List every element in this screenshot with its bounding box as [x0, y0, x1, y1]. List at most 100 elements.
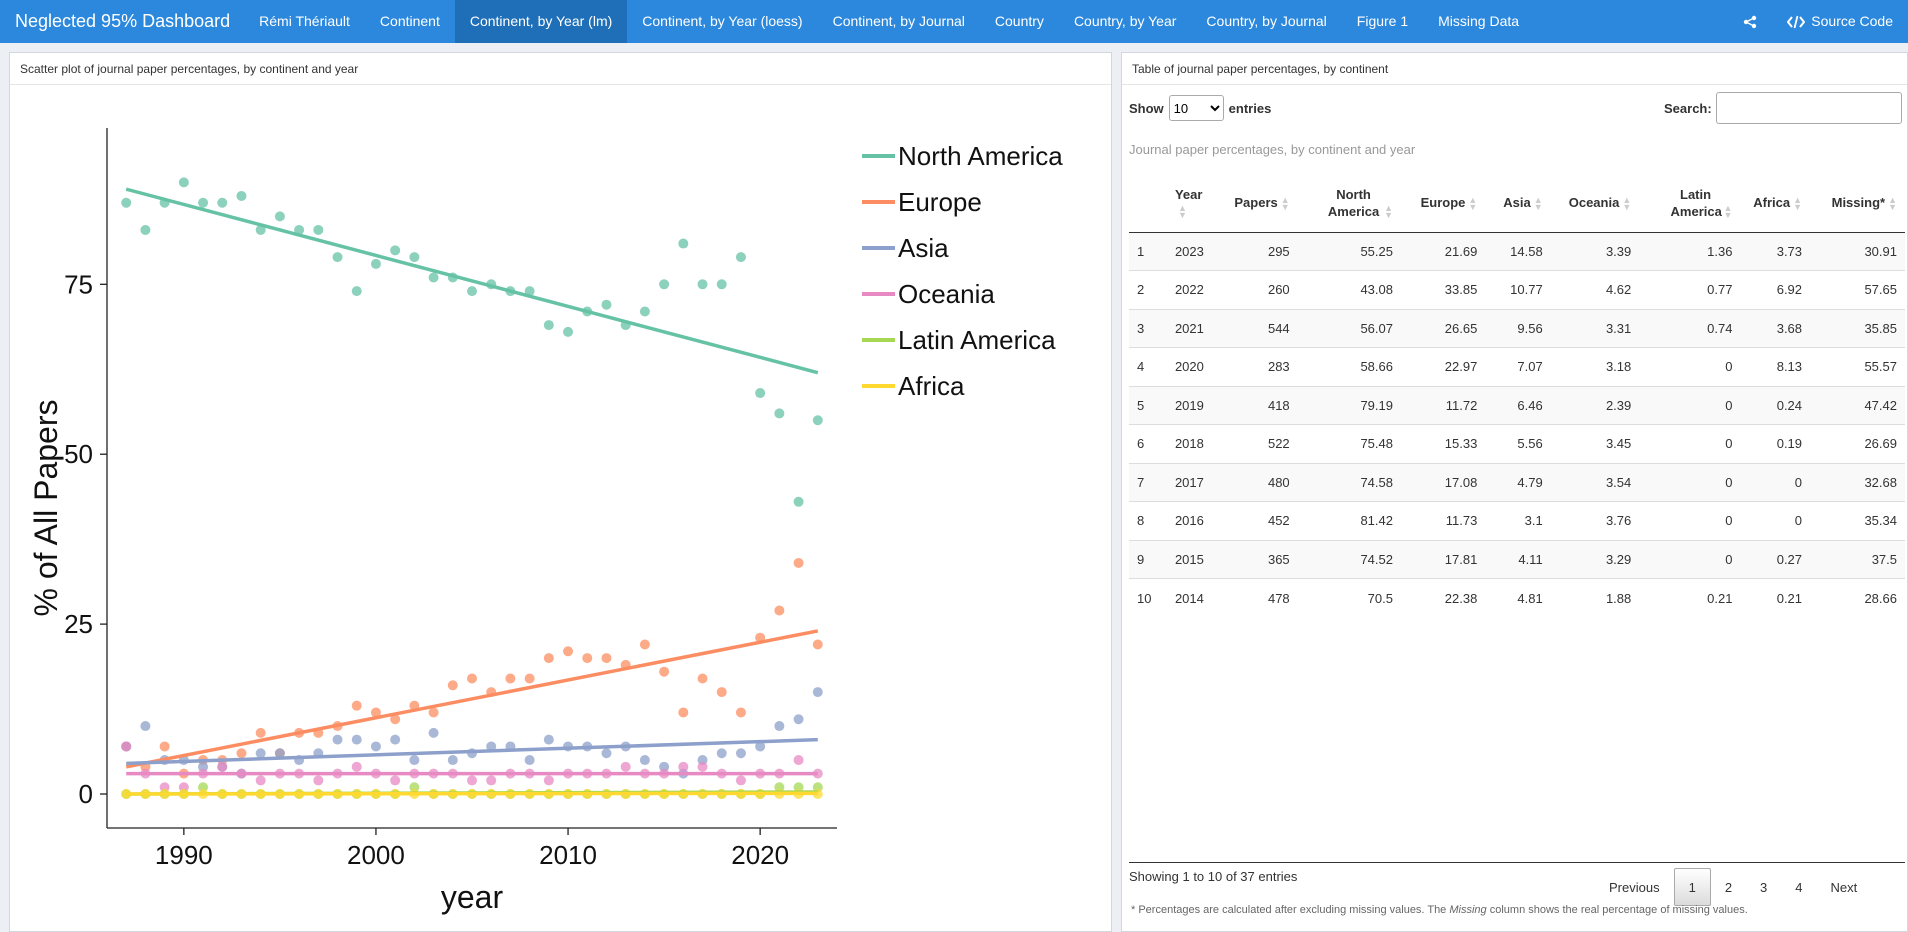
tab-author[interactable]: Rémi Thériault	[259, 13, 350, 29]
data-point	[332, 734, 343, 745]
data-point	[735, 748, 746, 759]
scatter-panel-title: Scatter plot of journal paper percentage…	[10, 53, 1111, 85]
data-point	[524, 673, 535, 684]
table-cell: 2016	[1166, 501, 1222, 540]
data-point	[678, 761, 689, 772]
source-code-link[interactable]: Source Code	[1772, 0, 1908, 43]
table-cell: 5	[1129, 385, 1167, 425]
tab-continent[interactable]: Continent	[379, 13, 440, 29]
tab-country[interactable]: Country	[994, 13, 1044, 29]
data-point	[390, 714, 401, 725]
navbar: Neglected 95% Dashboard Rémi Thériault C…	[0, 0, 1908, 43]
table-cell: 3.45	[1550, 424, 1640, 463]
data-point	[121, 197, 132, 208]
next-page-button[interactable]: Next	[1830, 880, 1858, 895]
table-cell: 0.74	[1639, 308, 1741, 348]
table-row[interactable]: 2 2022 260 43.08 33.85 10.77 4.62 0.77 6.92 57.65	[1129, 270, 1905, 309]
table-row[interactable]: 1 2023 295 55.25 21.69 14.58 3.39 1.36 3.73 30.91	[1129, 232, 1905, 271]
col-header-oceania[interactable]: Oceania ▲ ▼	[1550, 176, 1640, 233]
y-axis-label: % of All Papers	[28, 400, 64, 617]
col-header-north-america[interactable]: North America ▲ ▼	[1297, 176, 1401, 233]
table-row[interactable]: 6 2018 522 75.48 15.33 5.56 3.45 0 0.19 26.69	[1129, 424, 1905, 463]
tab-country-by-journal[interactable]: Country, by Journal	[1206, 13, 1327, 29]
data-point	[390, 775, 401, 786]
search-input[interactable]	[1715, 92, 1902, 124]
table-cell: 3.31	[1550, 308, 1640, 348]
table-row[interactable]: 5 2019 418 79.19 11.72 6.46 2.39 0 0.24 47.42	[1129, 385, 1905, 425]
dashboard-brand[interactable]: Neglected 95% Dashboard	[15, 11, 231, 31]
table-row[interactable]: 9 2015 365 74.52 17.81 4.11 3.29 0 0.27 37.5	[1129, 539, 1905, 579]
data-point	[140, 224, 151, 235]
table-cell: 3.73	[1740, 232, 1811, 271]
table-cell: 56.07	[1297, 308, 1401, 348]
data-point	[735, 707, 746, 718]
page-length-select[interactable]: 10	[1168, 95, 1224, 121]
page-button-1[interactable]: 1	[1673, 868, 1711, 906]
table-cell: 9.56	[1485, 308, 1551, 348]
tab-country-by-year[interactable]: Country, by Year	[1073, 13, 1177, 29]
tab-continent-by-journal[interactable]: Continent, by Journal	[832, 13, 965, 29]
table-cell: 3.1	[1485, 501, 1551, 540]
col-header-year[interactable]: Year▲ ▼	[1166, 176, 1222, 233]
data-point	[639, 755, 650, 766]
x-tick-label: 2020	[731, 840, 789, 870]
table-row[interactable]: 8 2016 452 81.42 11.73 3.1 3.76 0 0 35.34	[1129, 501, 1905, 540]
col-header-europe[interactable]: Europe ▲ ▼	[1400, 176, 1486, 233]
table-bottom-border	[1129, 862, 1905, 863]
data-point	[467, 775, 477, 786]
data-point	[543, 734, 554, 745]
data-point	[274, 748, 285, 759]
scatter-chart[interactable]: 0 25 50 75 1990 2000 2010 2020 year % of All Pape…	[9, 85, 1112, 920]
data-point	[543, 320, 554, 331]
sort-icon: ▲ ▼	[1793, 194, 1803, 212]
previous-page-button[interactable]: Previous	[1609, 880, 1660, 895]
data-point	[774, 721, 785, 732]
col-header-missing[interactable]: Missing* ▲ ▼	[1810, 176, 1905, 233]
table-row[interactable]: 7 2017 480 74.58 17.08 4.79 3.54 0 0 32.68	[1129, 462, 1905, 502]
data-point	[294, 224, 305, 235]
table-cell: 28.66	[1810, 578, 1905, 617]
tab-continent-by-year-loess[interactable]: Continent, by Year (loess)	[642, 13, 803, 29]
data-point	[659, 666, 670, 677]
tab-figure-1[interactable]: Figure 1	[1356, 13, 1409, 29]
col-header-index[interactable]	[1129, 176, 1167, 233]
table-cell: 1.88	[1550, 578, 1640, 617]
data-point	[601, 653, 612, 664]
col-header-africa[interactable]: Africa ▲ ▼	[1740, 176, 1811, 233]
table-cell: 6.92	[1740, 270, 1811, 309]
table-cell: 79.19	[1297, 385, 1401, 425]
col-header-papers[interactable]: Papers ▲ ▼	[1221, 176, 1298, 233]
table-row[interactable]: 4 2020 283 58.66 22.97 7.07 3.18 0 8.13 55.57	[1129, 347, 1905, 386]
table-cell: 1.36	[1639, 232, 1741, 271]
data-point	[255, 727, 266, 738]
table-row[interactable]: 10 2014 478 70.5 22.38 4.81 1.88 0.21 0.21 28.66	[1129, 578, 1905, 617]
data-point	[678, 238, 689, 249]
data-point	[697, 279, 708, 290]
data-point	[217, 197, 228, 208]
data-point	[735, 775, 746, 786]
sort-icon: ▲ ▼	[1468, 194, 1478, 212]
table-cell: 2022	[1166, 270, 1222, 309]
code-icon	[1787, 15, 1806, 28]
data-point	[812, 639, 823, 650]
tab-missing-data[interactable]: Missing Data	[1438, 13, 1520, 29]
page-button-3[interactable]: 3	[1760, 880, 1768, 895]
data-point	[274, 211, 285, 222]
data-point	[390, 245, 401, 256]
table-cell: 32.68	[1810, 462, 1905, 502]
tab-continent-by-year-lm[interactable]: Continent, by Year (lm)	[454, 0, 628, 43]
page-button-4[interactable]: 4	[1795, 880, 1803, 895]
table-cell: 2020	[1166, 347, 1222, 386]
table-cell: 2021	[1166, 308, 1222, 348]
table-cell: 365	[1221, 539, 1298, 579]
page-button-2[interactable]: 2	[1724, 880, 1733, 895]
table-cell: 5.56	[1485, 424, 1551, 463]
col-header-asia[interactable]: Asia ▲ ▼	[1485, 176, 1551, 233]
share-button[interactable]	[1728, 0, 1772, 43]
table-row[interactable]: 3 2021 544 56.07 26.65 9.56 3.31 0.74 3.68 35.85	[1129, 308, 1905, 348]
data-point	[793, 714, 804, 725]
page-length-control: Show 10 entries	[1129, 95, 1271, 121]
source-code-label: Source Code	[1811, 13, 1893, 29]
col-header-latin-america[interactable]: Latin America ▲ ▼	[1639, 176, 1741, 233]
table-cell: 0	[1740, 462, 1811, 502]
